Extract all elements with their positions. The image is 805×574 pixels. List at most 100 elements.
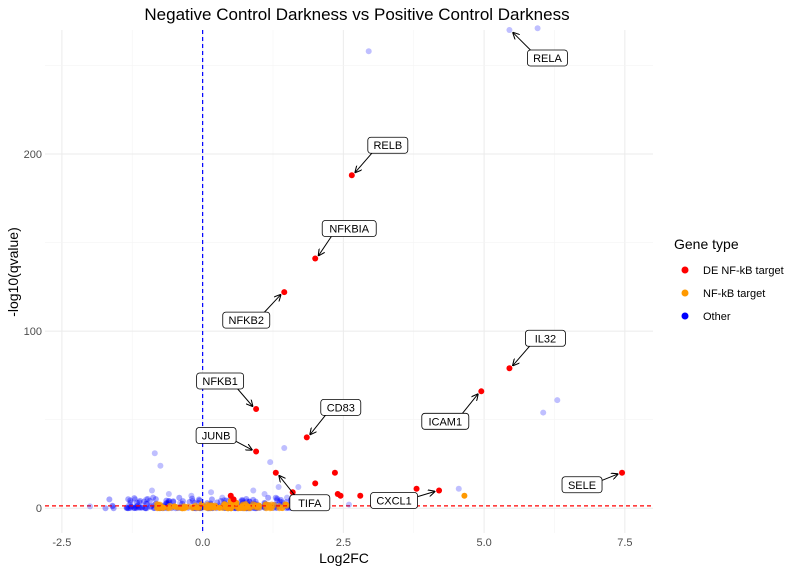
background-point: [179, 498, 186, 505]
background-point: [146, 497, 153, 504]
point-other: [275, 483, 282, 490]
annotation-nfkbia: NFKBIA: [319, 220, 377, 255]
point-other: [365, 48, 372, 55]
grid-lines: [45, 30, 653, 533]
background-point: [125, 505, 132, 512]
data-points: [87, 25, 626, 511]
background-point: [127, 499, 134, 506]
point-other: [126, 501, 133, 508]
annotation-box: [525, 329, 566, 347]
reference-lines: [45, 30, 653, 533]
x-tick-label: 5.0: [476, 537, 491, 549]
point-other: [455, 485, 462, 492]
annotation-nfkb2: NFKB2: [222, 295, 281, 329]
annotation-box: [320, 398, 362, 416]
point-nf-kb-target: [160, 504, 167, 511]
point-other: [346, 501, 352, 508]
annotation-box: [195, 427, 237, 444]
background-point: [144, 495, 151, 502]
gene-annotations: RELB NFKBIA NFKB2 IL32 ICAM1 NFKB1 CD83 JUNB TIF…: [195, 33, 618, 512]
annotation-icam1: ICAM1: [421, 394, 478, 430]
annotation-label: CXCL1: [376, 495, 411, 507]
annotation-box: [561, 476, 603, 494]
point-nf-kb-target: [267, 504, 274, 511]
point-icam1: [478, 388, 485, 395]
background-point: [274, 497, 281, 504]
legend-label-other: Other: [703, 311, 731, 323]
y-tick-label: 200: [24, 149, 42, 161]
x-tick-label: 7.5: [617, 537, 632, 549]
point-other: [143, 496, 150, 503]
point-nf-kb-target: [255, 502, 262, 509]
background-point: [274, 495, 281, 502]
point-other: [208, 489, 215, 496]
annotation-label: SELE: [568, 480, 596, 492]
point-other: [165, 491, 172, 498]
background-point: [142, 505, 149, 512]
background-point: [127, 497, 134, 504]
legend-swatch-de-nfkb-target: [681, 266, 689, 274]
background-point: [133, 505, 140, 512]
point-nf-kb-target: [239, 503, 246, 510]
point-nf-kb-target: [216, 504, 223, 511]
background-point: [150, 494, 157, 501]
point-tifa: [272, 469, 279, 476]
y-axis-title: -log10(qvalue): [5, 227, 21, 317]
background-point: [272, 494, 279, 501]
point-cd83: [303, 434, 310, 441]
annotation-label: NFKB1: [202, 376, 237, 388]
annotation-box: [321, 220, 377, 237]
annotation-box: [289, 494, 331, 512]
point-de-nf-kb-target: [230, 496, 237, 503]
point-de-nf-kb-target: [337, 492, 344, 499]
point-other: [261, 491, 268, 498]
point-relb: [348, 172, 355, 179]
point-other: [109, 503, 116, 510]
annotation-label: RELB: [373, 140, 402, 152]
annotation-box: [370, 492, 418, 509]
annotation-il32: IL32: [513, 329, 566, 365]
legend-swatch-nfkb-target: [681, 289, 689, 297]
point-il32: [506, 365, 513, 372]
point-de-nf-kb-target: [357, 492, 364, 499]
legend-label-nfkb-target: NF-kB target: [703, 288, 765, 300]
chart-title: Negative Control Darkness vs Positive Co…: [144, 5, 569, 24]
background-point: [166, 498, 173, 505]
point-nfkb1: [253, 406, 260, 413]
annotation-label: ICAM1: [428, 416, 462, 428]
background-point: [109, 502, 116, 509]
point-nf-kb-target: [210, 504, 217, 511]
annotation-label: JUNB: [202, 431, 231, 443]
point-nf-kb-target: [244, 503, 251, 510]
annotation-cxcl1: CXCL1: [370, 491, 435, 509]
point-de-nf-kb-target: [413, 485, 420, 492]
x-tick-label: 2.5: [336, 537, 351, 549]
point-nf-kb-target: [222, 501, 229, 508]
background-point: [137, 497, 144, 504]
background-point: [283, 501, 290, 508]
background-point: [143, 505, 150, 512]
annotation-label: NFKBIA: [329, 223, 369, 235]
background-point: [141, 498, 148, 505]
background-point: [125, 496, 132, 503]
background-point: [195, 496, 202, 503]
point-other: [540, 409, 547, 416]
background-point: [142, 505, 149, 512]
background-point: [102, 505, 109, 512]
point-nf-kb-target: [171, 503, 178, 510]
annotation-cd83: CD83: [310, 398, 362, 434]
point-nf-kb-target: [182, 504, 189, 511]
point-nf-kb-target: [461, 492, 468, 499]
background-point: [106, 496, 113, 503]
annotation-rela: RELA: [513, 33, 568, 67]
legend: Gene type DE NF-kB target NF-kB target O…: [674, 236, 784, 323]
point-nfkb2: [281, 289, 288, 296]
annotation-label: CD83: [327, 402, 355, 414]
background-point: [239, 496, 246, 503]
point-nf-kb-target: [205, 503, 212, 510]
background-point: [189, 498, 196, 505]
legend-swatch-other: [681, 312, 689, 320]
background-point: [131, 495, 138, 502]
point-sele: [619, 469, 626, 476]
